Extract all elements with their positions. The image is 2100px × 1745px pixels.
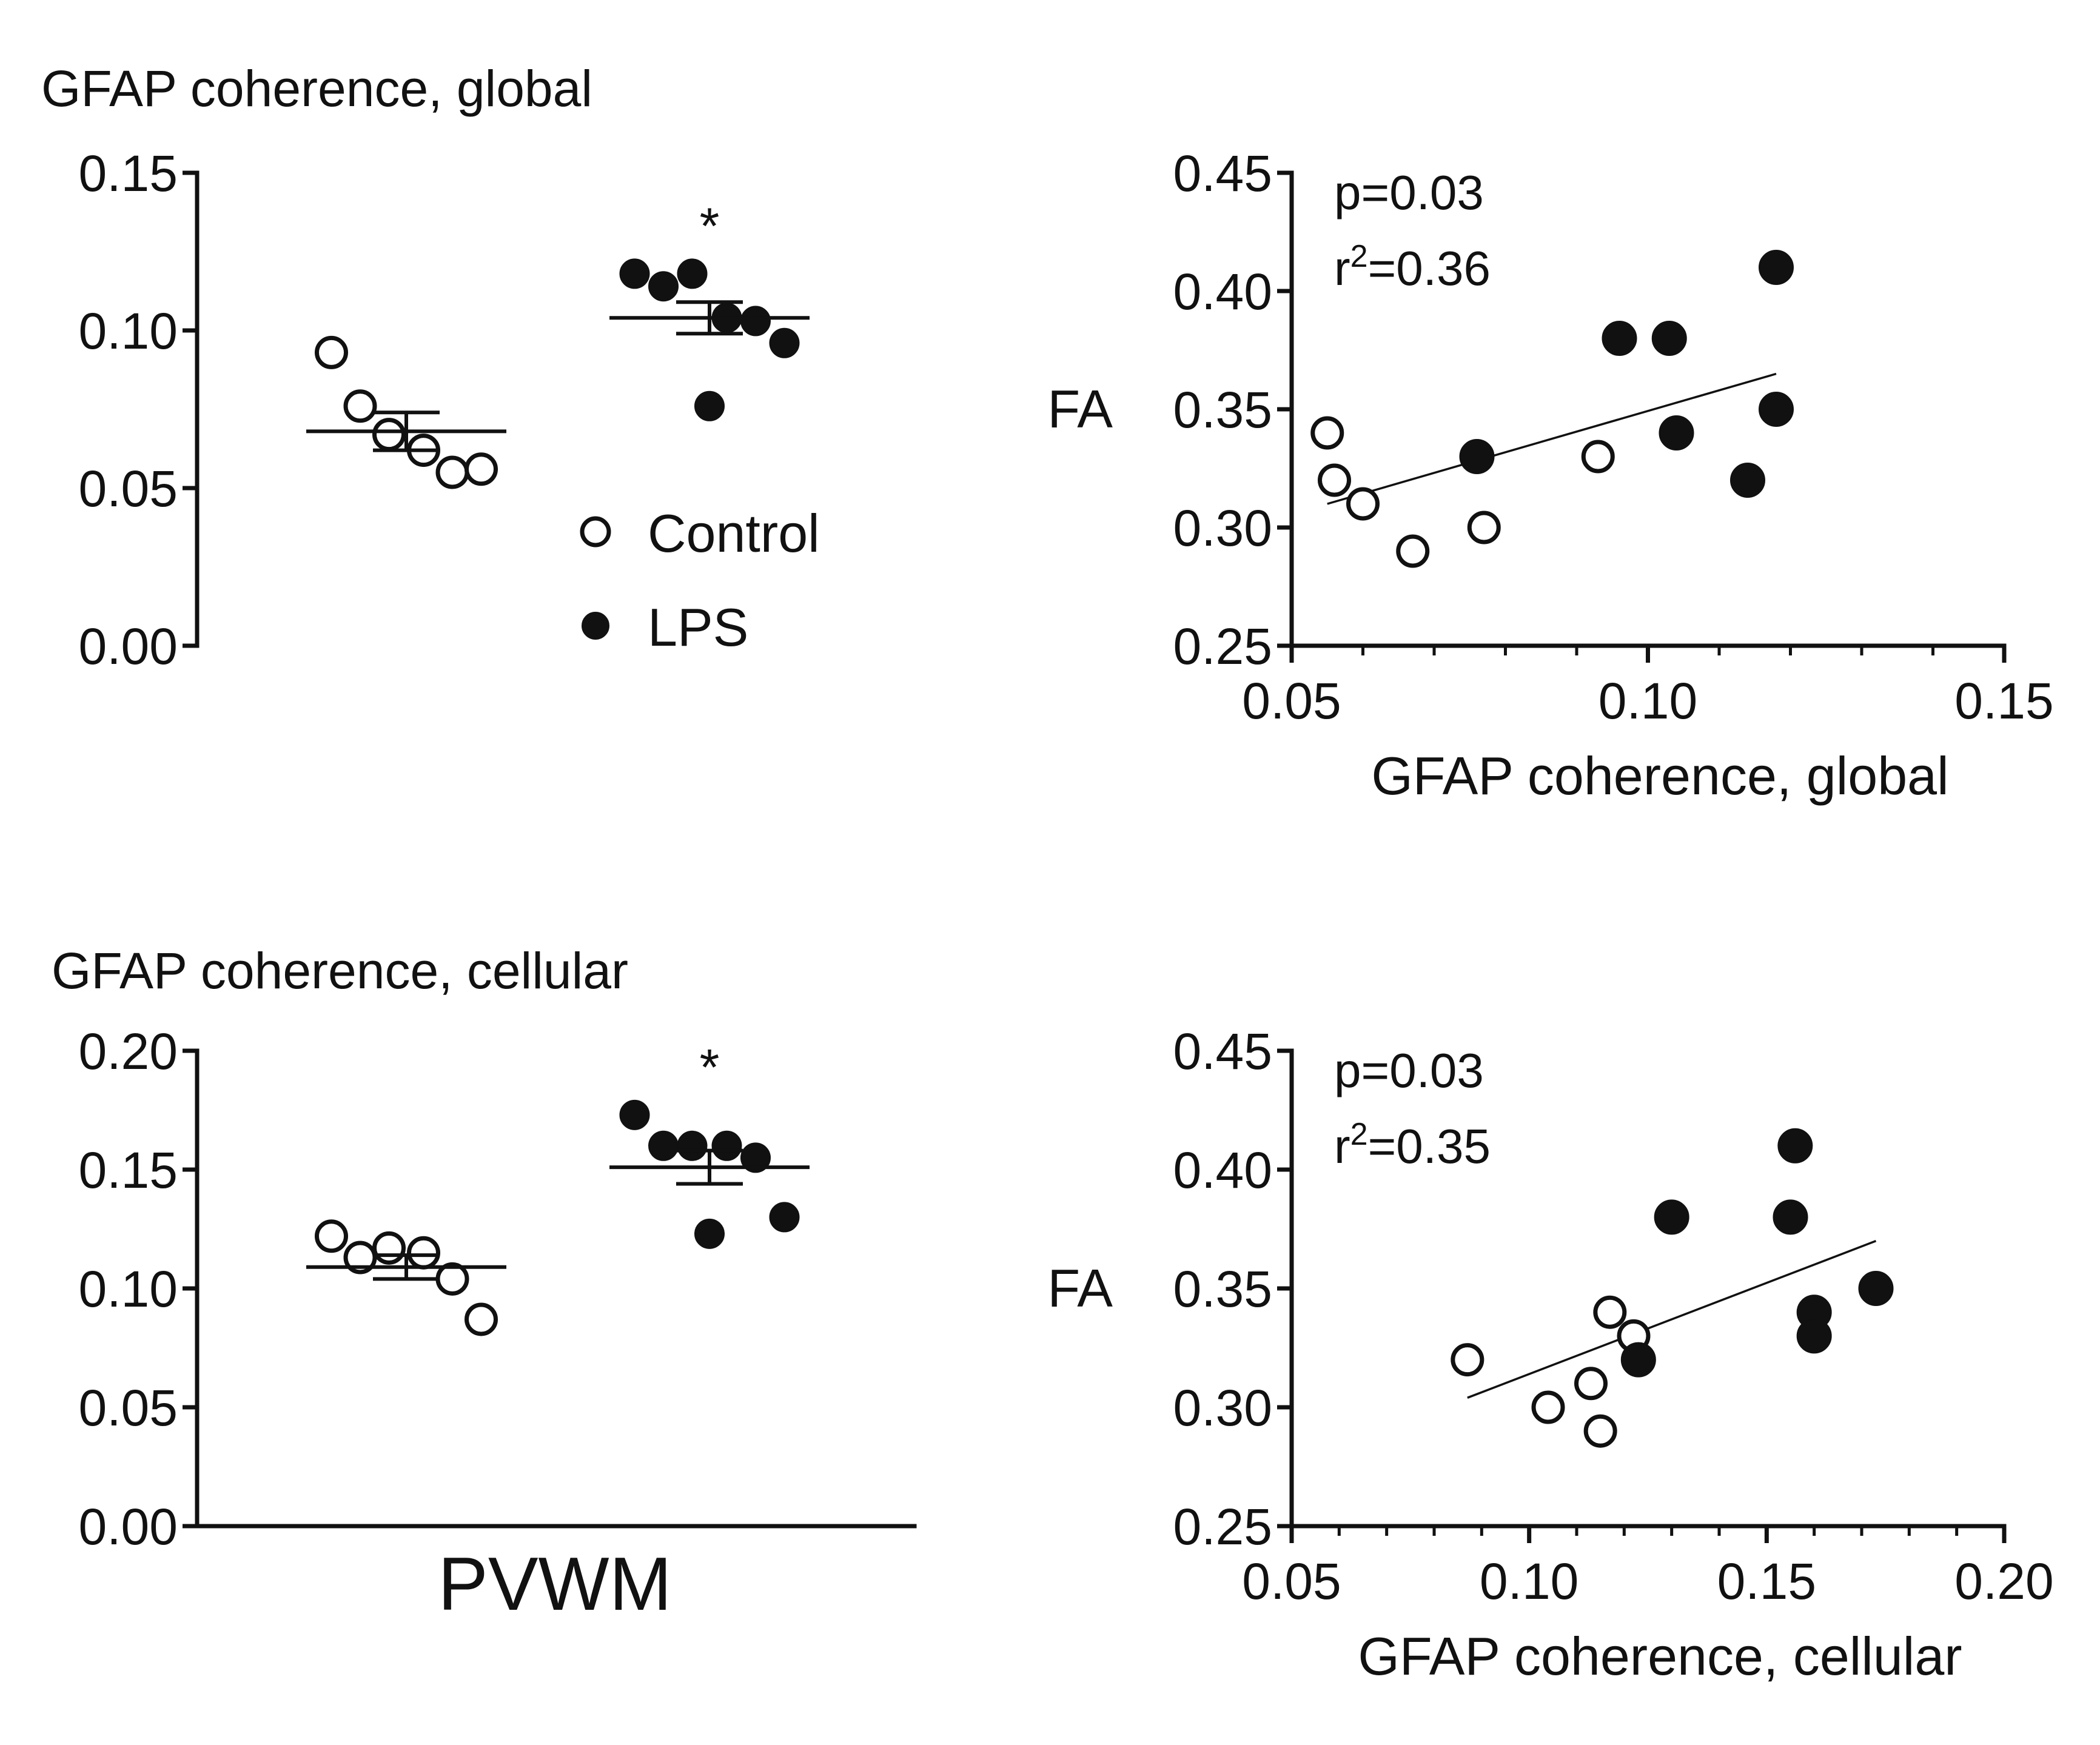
point-control — [1318, 463, 1351, 497]
dotplot-panel-2: GFAP coherence, cellular 0.00 0.05 0.10 0.15… — [52, 942, 917, 1626]
x-tick-label: 0.15 — [1717, 1553, 1817, 1610]
legend-label: Control — [648, 503, 820, 563]
chart-title: GFAP coherence, cellular — [52, 942, 628, 999]
point-lps — [648, 1130, 679, 1161]
regression-line — [1467, 1239, 1877, 1399]
point-control — [1467, 511, 1501, 544]
point-lps — [1459, 439, 1495, 474]
significance-star: * — [700, 1039, 720, 1096]
point-lps — [740, 1142, 771, 1173]
y-tick-label: 0.15 — [79, 145, 178, 202]
y-tick-label: 0.45 — [1173, 1023, 1273, 1080]
point-control — [1346, 487, 1380, 521]
point-lps — [711, 1130, 742, 1161]
point-control — [315, 1219, 348, 1253]
point-lps — [1620, 1342, 1656, 1378]
point-lps — [769, 1202, 800, 1233]
point-lps — [769, 327, 800, 358]
r-squared: r2=0.35 — [1334, 1117, 1491, 1173]
y-tick-label: 0.10 — [79, 1261, 178, 1318]
x-tick-label: 0.10 — [1480, 1553, 1579, 1610]
x-axis-label: GFAP coherence, cellular — [1358, 1626, 1962, 1686]
y-tick-label: 0.45 — [1173, 145, 1273, 202]
point-control — [372, 418, 406, 452]
point-control — [1396, 534, 1430, 568]
x-axis-label: GFAP coherence, global — [1371, 746, 1948, 806]
p-value: p=0.03 — [1334, 1043, 1484, 1097]
point-control — [435, 455, 469, 489]
y-tick-label: 0.40 — [1173, 1142, 1273, 1199]
point-lps — [1759, 392, 1794, 427]
point-control — [1583, 1414, 1617, 1448]
scatter-panel-3: 0.25 0.30 0.35 0.40 0.45 0.05 0.10 0.15 0.20 GFAP… — [1047, 1023, 2053, 1686]
r-squared: r2=0.36 — [1334, 239, 1491, 295]
point-lps — [619, 258, 650, 289]
point-control — [1531, 1390, 1565, 1424]
y-tick-label: 0.10 — [79, 303, 178, 360]
y-axis-label: FA — [1047, 1258, 1113, 1318]
legend-label: LPS — [648, 597, 748, 657]
chart-title: GFAP coherence, global — [41, 60, 592, 117]
y-tick-label: 0.05 — [79, 1379, 178, 1436]
point-control — [372, 1231, 406, 1265]
y-tick-label: 0.00 — [79, 1498, 178, 1555]
regression-line — [1327, 372, 1777, 505]
legend-marker — [580, 516, 611, 548]
x-tick-label: 0.05 — [1242, 1553, 1341, 1610]
point-lps — [740, 306, 771, 337]
point-lps — [1659, 415, 1694, 450]
y-tick-label: 0.35 — [1173, 1261, 1273, 1318]
point-control — [1574, 1367, 1608, 1401]
point-lps — [1858, 1271, 1894, 1306]
point-control — [343, 1241, 377, 1274]
point-control — [465, 452, 498, 486]
point-control — [407, 1236, 440, 1270]
point-lps — [677, 258, 708, 289]
x-tick-label: 0.20 — [1954, 1553, 2054, 1610]
y-tick-label: 0.25 — [1173, 618, 1273, 675]
y-tick-label: 0.25 — [1173, 1498, 1273, 1555]
point-control — [1451, 1343, 1484, 1377]
y-tick-label: 0.30 — [1173, 500, 1273, 557]
point-lps — [1651, 321, 1687, 356]
y-tick-label: 0.35 — [1173, 381, 1273, 438]
point-lps — [619, 1099, 650, 1130]
x-axis-label: PVWM — [438, 1542, 672, 1626]
y-axis-label: FA — [1047, 379, 1113, 439]
point-lps — [1602, 321, 1637, 356]
y-tick-label: 0.05 — [79, 460, 178, 517]
x-tick-label: 0.15 — [1954, 672, 2054, 729]
point-lps — [1773, 1199, 1808, 1235]
point-control — [1593, 1295, 1627, 1329]
point-lps — [1759, 250, 1794, 285]
point-lps — [694, 1218, 725, 1249]
point-control — [1310, 416, 1344, 450]
point-control — [315, 335, 348, 369]
point-lps — [1796, 1318, 1832, 1354]
dotplot-panel-0: GFAP coherence, global 0.00 0.05 0.10 0.15 * C… — [41, 60, 820, 675]
point-control — [1581, 440, 1615, 474]
significance-star: * — [700, 197, 720, 254]
y-tick-label: 0.15 — [79, 1142, 178, 1199]
point-lps — [677, 1130, 708, 1161]
legend-marker — [582, 612, 609, 640]
y-tick-label: 0.40 — [1173, 263, 1273, 320]
point-control — [343, 389, 377, 423]
point-lps — [1654, 1199, 1689, 1235]
x-tick-label: 0.10 — [1598, 672, 1698, 729]
point-lps — [694, 390, 725, 421]
y-tick-label: 0.00 — [79, 618, 178, 675]
y-tick-label: 0.30 — [1173, 1379, 1273, 1436]
p-value: p=0.03 — [1334, 166, 1484, 219]
point-lps — [648, 271, 679, 302]
y-tick-label: 0.20 — [79, 1023, 178, 1080]
point-lps — [1777, 1128, 1813, 1164]
point-control — [465, 1302, 498, 1336]
point-lps — [1730, 463, 1765, 498]
x-tick-label: 0.05 — [1242, 672, 1341, 729]
